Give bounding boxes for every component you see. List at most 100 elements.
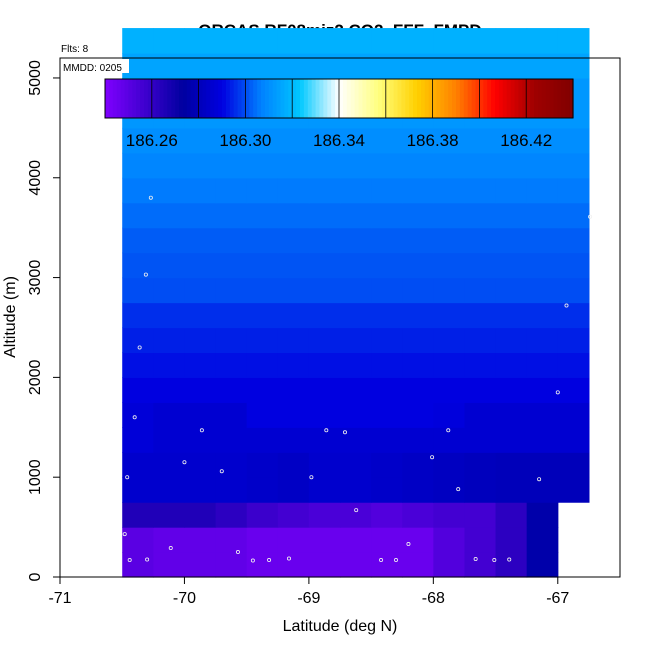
sample-point xyxy=(393,558,398,563)
colorbar-segment xyxy=(331,79,336,118)
colorbar-segment xyxy=(483,79,488,118)
heatmap-cell xyxy=(371,477,403,503)
heatmap-cell xyxy=(246,552,279,578)
colorbar-segment xyxy=(409,79,414,118)
x-tick-label: -67 xyxy=(546,590,569,607)
colorbar-segment xyxy=(405,79,410,118)
colorbar-segment xyxy=(296,79,301,118)
heatmap-cell xyxy=(557,53,590,79)
colorbar-ticks: 186.26 186.30 186.34 186.38 186.42 xyxy=(126,79,552,150)
heatmap-cell xyxy=(464,302,497,329)
heatmap-cell xyxy=(277,227,310,254)
colorbar-segment xyxy=(159,79,165,118)
heatmap-cell xyxy=(246,28,279,54)
colorbar-segment xyxy=(378,79,383,118)
colorbar-segment xyxy=(491,79,496,118)
heatmap-cell xyxy=(122,152,154,179)
heatmap-cell xyxy=(464,352,497,378)
colorbar-segment xyxy=(362,79,367,118)
colorbar-segment xyxy=(436,79,441,118)
sample-point xyxy=(250,558,255,563)
sample-point xyxy=(564,303,569,308)
heatmap-cell xyxy=(246,402,279,428)
heatmap-cell xyxy=(433,327,466,354)
heatmap-cell xyxy=(402,527,434,553)
colorbar-segment xyxy=(495,79,500,118)
heatmap-cell xyxy=(526,53,559,79)
colorbar-segment xyxy=(374,79,379,118)
heatmap-cell xyxy=(557,202,590,229)
heatmap-cell xyxy=(184,477,217,503)
colorbar-segment xyxy=(385,79,391,118)
sample-points xyxy=(122,195,593,563)
heatmap-cell xyxy=(371,427,403,453)
heatmap-cell xyxy=(308,527,341,553)
heatmap-cell xyxy=(340,277,372,304)
heatmap-cell xyxy=(402,502,434,528)
heatmap-cell xyxy=(495,352,528,378)
colorbar-tick-label: 186.30 xyxy=(219,131,271,150)
heatmap-cell xyxy=(277,277,310,304)
heatmap-cell xyxy=(433,277,466,304)
colorbar-segment xyxy=(214,79,219,118)
sample-point xyxy=(379,558,384,563)
heatmap-cell xyxy=(526,127,559,154)
colorbar-segment xyxy=(444,79,449,118)
heatmap-cell xyxy=(464,277,497,304)
sample-point xyxy=(127,558,132,563)
colorbar-segment xyxy=(366,79,371,118)
heatmap-cell xyxy=(122,177,154,204)
colorbar-segment xyxy=(292,79,297,118)
heatmap-cell xyxy=(526,327,559,354)
heatmap-cell xyxy=(495,277,528,304)
colorbar-segment xyxy=(561,79,566,118)
colorbar-segment xyxy=(163,79,168,118)
heatmap-cell xyxy=(340,527,372,553)
heatmap-cell xyxy=(371,202,403,229)
heatmap-cell xyxy=(464,327,497,354)
colorbar-segment xyxy=(120,79,126,118)
heatmap-cell xyxy=(371,53,403,79)
colorbar-segment xyxy=(428,79,434,118)
heatmap-cell xyxy=(340,177,372,204)
heatmap-cell xyxy=(464,527,497,553)
heatmap-cell xyxy=(184,352,217,378)
heatmap-cell xyxy=(153,452,186,478)
colorbar-segment xyxy=(167,79,172,118)
heatmap-cell xyxy=(495,202,528,229)
heatmap-cell xyxy=(526,527,559,553)
heatmap-cell xyxy=(557,227,590,254)
heatmap-cell xyxy=(184,202,217,229)
heatmap-cell xyxy=(371,402,403,428)
heatmap-cell xyxy=(277,352,310,378)
colorbar-segment xyxy=(475,79,480,118)
heatmap-cell xyxy=(433,352,466,378)
heatmap-cell xyxy=(184,452,217,478)
heatmap-cell xyxy=(464,202,497,229)
heatmap-cell xyxy=(215,377,248,403)
heatmap-cell xyxy=(495,502,528,528)
heatmap-cell xyxy=(308,177,341,204)
heatmap-cell xyxy=(464,28,497,54)
heatmap-cell xyxy=(122,202,154,229)
colorbar-segment xyxy=(498,79,504,118)
heatmap-cell xyxy=(277,127,310,154)
colorbar-segment xyxy=(549,79,555,118)
heatmap-cell xyxy=(340,152,372,179)
heatmap-cell xyxy=(153,28,186,54)
heatmap-cell xyxy=(277,477,310,503)
colorbar-segment xyxy=(303,79,309,118)
sample-point xyxy=(588,214,593,219)
heatmap-cell xyxy=(184,28,217,54)
heatmap-cell xyxy=(464,402,497,428)
heatmap-cell xyxy=(215,53,248,79)
heatmap-cell xyxy=(371,302,403,329)
heatmap-cell xyxy=(433,552,466,578)
colorbar-segment xyxy=(463,79,469,118)
heatmap-cell xyxy=(153,227,186,254)
heatmap-cell xyxy=(153,352,186,378)
heatmap-cell xyxy=(402,152,434,179)
colorbar-segment xyxy=(128,79,133,118)
colorbar-segment xyxy=(424,79,430,118)
heatmap-cell xyxy=(215,527,248,553)
